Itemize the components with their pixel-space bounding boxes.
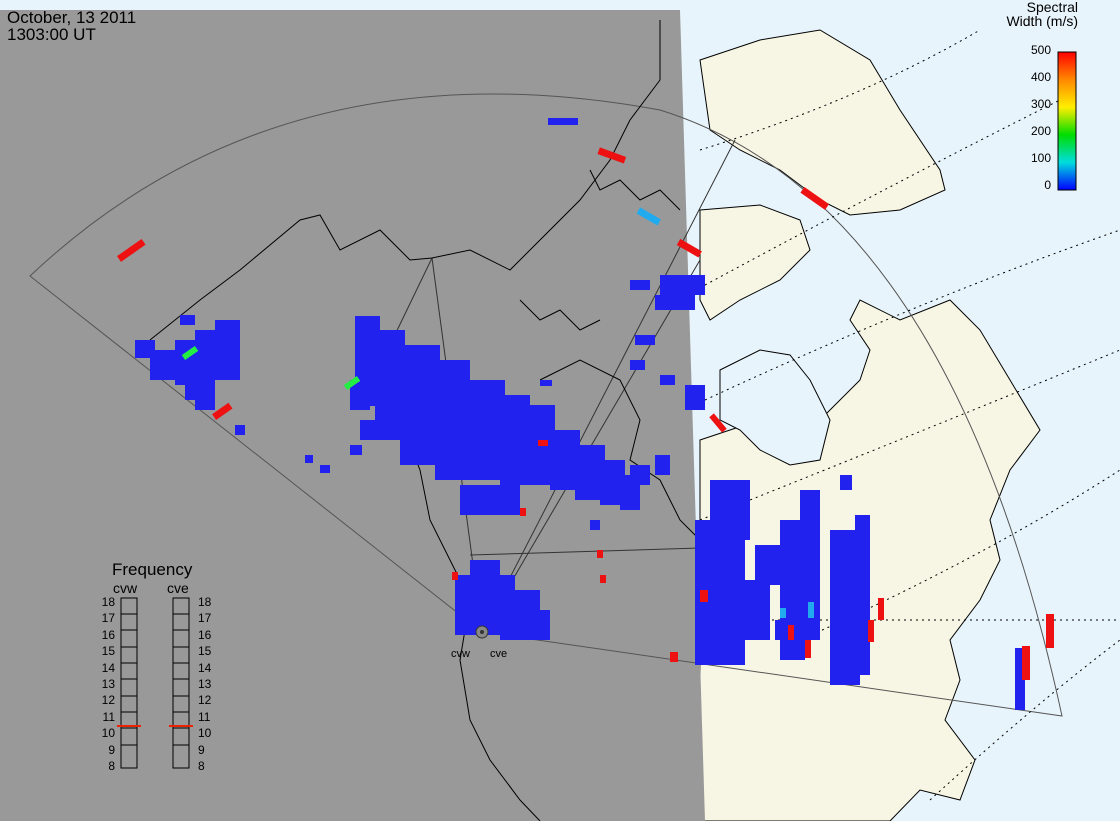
- frequency-title: Frequency: [112, 560, 193, 579]
- frequency-panel: [117, 597, 193, 769]
- colorbar-tick: 100: [1030, 151, 1051, 165]
- scatter-cells: [135, 118, 1025, 710]
- frequency-scale-right: 18: [198, 595, 212, 609]
- day-land-greenland: [699, 29, 946, 216]
- frequency-scale-left: 12: [101, 693, 115, 708]
- frequency-scale-left: 14: [101, 660, 115, 675]
- colorbar: [1057, 51, 1077, 191]
- colorbar-tick: 200: [1030, 124, 1051, 138]
- day-land-baffin: [699, 204, 811, 321]
- frequency-scale-left: 17: [101, 611, 115, 626]
- date-label: October, 13 2011: [7, 8, 137, 27]
- frequency-cve-label: cve: [167, 580, 189, 596]
- time-label: 1303:00 UT: [7, 25, 96, 44]
- frequency-scale-right: 14: [198, 660, 212, 675]
- high-width-cells: [116, 147, 1054, 680]
- mid-width-cells: [181, 207, 814, 618]
- colorbar-tick: 500: [1030, 43, 1051, 57]
- frequency-scale-right: 12: [198, 693, 212, 708]
- frequency-scale-right: 16: [198, 627, 212, 642]
- frequency-scale-left: 16: [101, 627, 115, 642]
- frequency-scale-left: 11: [102, 709, 115, 724]
- frequency-scale-right: 8: [198, 759, 205, 773]
- frequency-scale-left: 9: [108, 742, 115, 757]
- radar-label-cve: cve: [490, 648, 508, 660]
- hudson-bay: [719, 349, 831, 466]
- frequency-scale-left: 13: [101, 677, 115, 691]
- field-of-view-outline: [29, 93, 1063, 717]
- colorbar-title-line1: Spectral: [1026, 0, 1078, 15]
- colorbar-tick: 400: [1030, 70, 1051, 84]
- radar-label-cvw: cvw: [451, 648, 470, 660]
- frequency-scale-left: 18: [101, 595, 115, 609]
- colorbar-title: Spectral Width (m/s): [1006, 0, 1078, 28]
- frequency-scale-left: 15: [101, 644, 115, 659]
- colorbar-tick: 0: [1044, 178, 1051, 192]
- frequency-scale-right: 17: [198, 611, 212, 626]
- frequency-cvw-label: cvw: [113, 580, 138, 596]
- frequency-scale-left: 10: [101, 726, 115, 741]
- frequency-scale-right: 15: [198, 644, 212, 659]
- colorbar-title-line2: Width (m/s): [1006, 13, 1078, 29]
- frequency-scale-right: 13: [198, 677, 212, 691]
- frequency-scale-right: 11: [198, 709, 211, 724]
- frequency-scale-right: 10: [198, 726, 212, 741]
- colorbar-tick: 300: [1030, 97, 1051, 111]
- frequency-scale-right: 9: [198, 742, 205, 757]
- frequency-scale-left: 8: [108, 759, 115, 773]
